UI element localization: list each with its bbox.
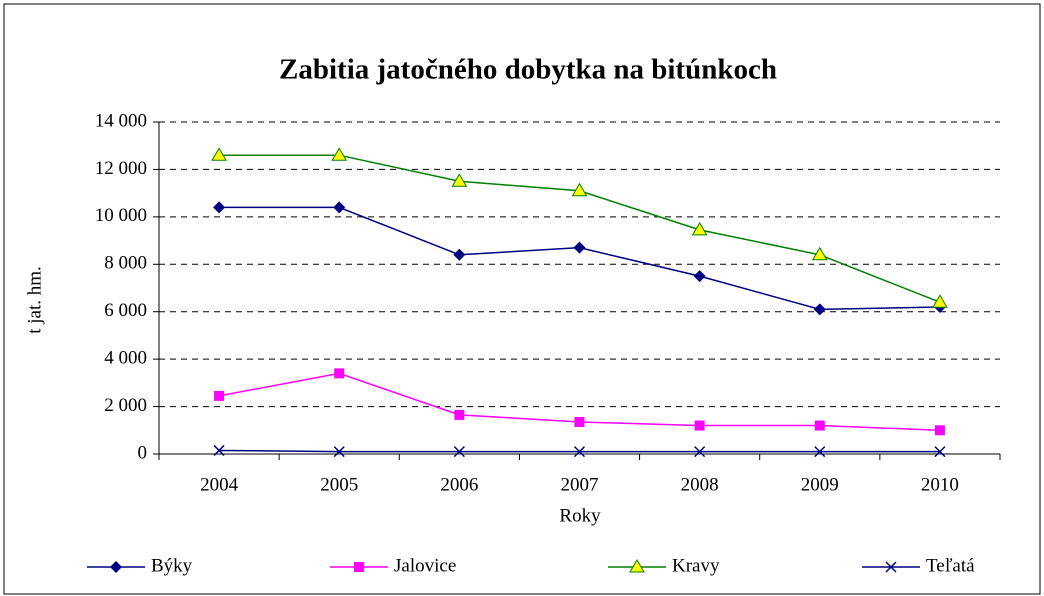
data-point [213,201,226,214]
x-tick-label: 2009 [801,474,839,495]
data-point [932,294,948,308]
data-point [453,248,466,261]
x-tick-label: 2008 [681,474,719,495]
legend-label: Kravy [672,555,720,576]
data-point [214,390,225,401]
y-axis-label: t jat. hm. [24,266,45,334]
y-tick-label: 14 000 [95,110,147,131]
y-tick-label: 4 000 [104,348,147,369]
data-point [453,446,465,458]
data-point [331,147,348,161]
data-point [814,420,825,431]
data-point [693,270,706,283]
data-point [934,425,945,436]
data-point [574,416,585,427]
legend-marker [885,561,897,573]
data-point [814,446,826,458]
legend-marker [629,559,645,573]
y-tick-label: 6 000 [104,300,147,321]
legend-marker [110,561,122,573]
data-point [573,241,586,254]
data-point [213,444,225,456]
data-point [694,446,706,458]
y-tick-label: 2 000 [104,395,147,416]
x-tick-label: 2010 [921,474,959,495]
data-point [694,420,705,431]
data-point [691,221,708,236]
data-point [571,182,588,197]
y-tick-label: 8 000 [104,253,147,274]
data-point [334,368,345,379]
x-tick-label: 2005 [320,474,358,495]
legend-marker [354,562,364,572]
data-point [811,246,828,261]
legend-label: Býky [151,555,193,576]
data-point [454,409,465,420]
x-tick-label: 2004 [200,474,239,495]
data-point [211,147,227,161]
data-point [573,446,586,458]
x-tick-label: 2006 [440,474,478,495]
legend-label: Jalovice [394,555,456,576]
x-axis-label: Roky [559,505,601,526]
data-point [333,446,345,458]
y-tick-label: 0 [138,442,148,463]
x-tick-label: 2007 [561,474,599,495]
data-point [333,201,346,214]
chart-title: Zabitia jatočného dobytka na bitúnkoch [279,54,777,86]
data-point [934,446,946,458]
legend-label: Teľatá [926,555,975,576]
data-point [813,303,826,316]
y-tick-label: 10 000 [95,205,147,226]
data-point [451,173,468,187]
y-tick-label: 12 000 [95,158,147,179]
chart-border [3,3,1041,595]
